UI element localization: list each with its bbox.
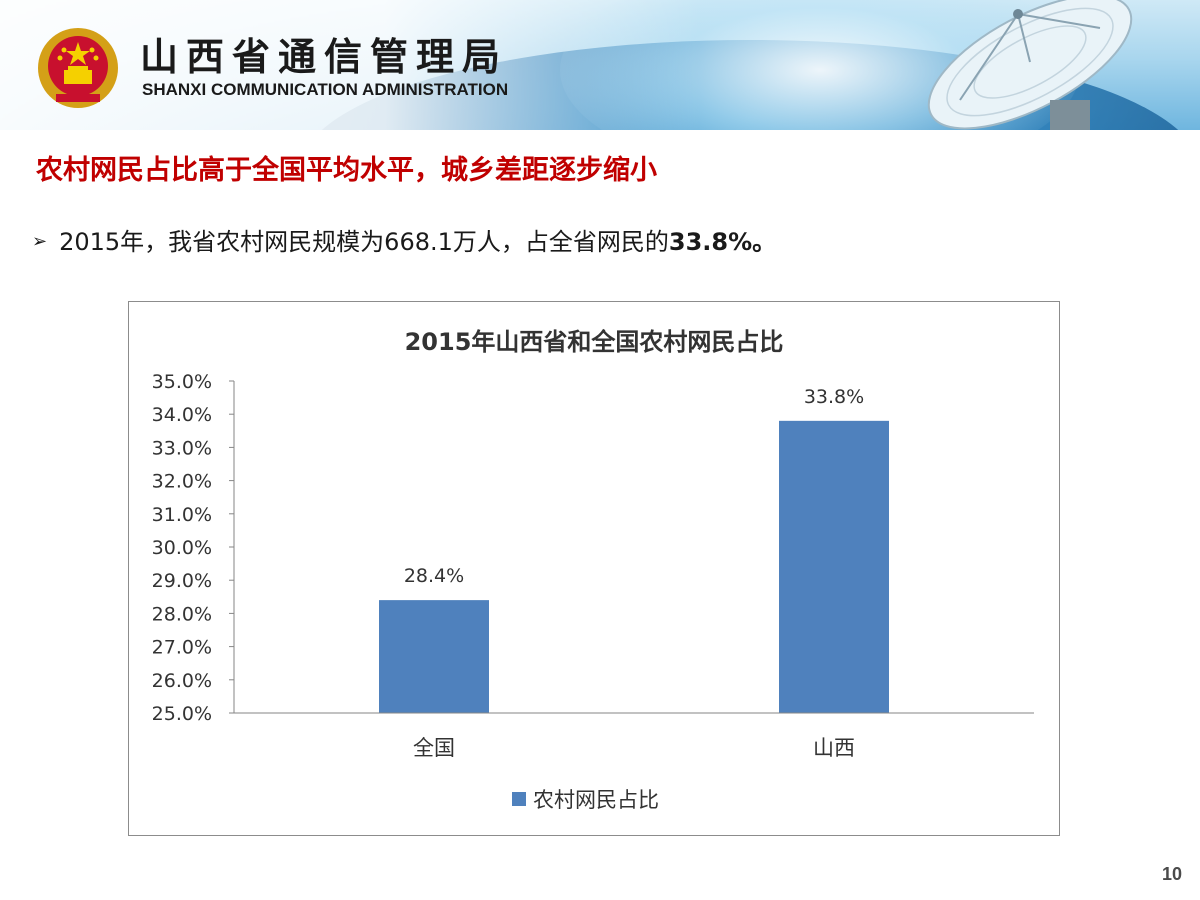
bars-group: 28.4% 33.8% — [379, 386, 889, 713]
bar-chart: 2015年山西省和全国农村网民占比 25.0% 26.0% 27.0% 28.0% 29… — [152, 328, 1034, 812]
bar-data-label: 28.4% — [404, 565, 464, 587]
legend: 农村网民占比 — [512, 788, 659, 812]
y-tick-label: 31.0% — [152, 504, 212, 526]
national-emblem-icon — [38, 28, 118, 108]
bar-1 — [779, 420, 889, 713]
page-number: 10 — [1161, 864, 1182, 884]
bullet-highlight: 33.8%。 — [668, 228, 777, 256]
y-tick-label: 27.0% — [152, 637, 212, 659]
y-tick-label: 29.0% — [152, 570, 212, 592]
y-tick-label: 33.0% — [152, 437, 212, 459]
y-tick-label: 34.0% — [152, 404, 212, 426]
x-tick-label: 全国 — [413, 736, 455, 760]
org-name-en: SHANXI COMMUNICATION ADMINISTRATION — [142, 80, 509, 99]
header-banner: 山西省通信管理局 SHANXI COMMUNICATION ADMINISTRA… — [0, 0, 1200, 130]
summary-bullet: ➢ 2015年，我省农村网民规模为668.1万人，占全省网民的33.8%。 — [32, 222, 776, 257]
chart-frame: 2015年山西省和全国农村网民占比 25.0% 26.0% 27.0% 28.0% 29… — [128, 301, 1060, 836]
y-tick-label: 30.0% — [152, 537, 212, 559]
bullet-arrow-icon: ➢ — [32, 231, 48, 252]
satellite-dish-icon — [927, 0, 1133, 130]
slide-title: 农村网民占比高于全国平均水平，城乡差距逐步缩小 — [36, 155, 657, 186]
org-name: 山西省通信管理局 — [140, 35, 509, 79]
bullet-text: 2015年，我省农村网民规模为668.1万人，占全省网民的 — [59, 228, 669, 256]
y-tick-label: 26.0% — [152, 670, 212, 692]
x-axis: 全国 山西 — [234, 712, 1034, 760]
y-tick-label: 35.0% — [152, 371, 212, 393]
y-tick-label: 32.0% — [152, 471, 212, 493]
y-tick-label: 25.0% — [152, 703, 212, 725]
y-tick-label: 28.0% — [152, 603, 212, 625]
y-axis: 25.0% 26.0% 27.0% 28.0% 29.0% 30.0% 31.0% 32.0%… — [152, 371, 235, 725]
legend-swatch — [512, 792, 526, 806]
chart-title: 2015年山西省和全国农村网民占比 — [405, 328, 784, 356]
legend-label: 农村网民占比 — [533, 788, 659, 812]
x-tick-label: 山西 — [813, 736, 855, 760]
bar-0 — [379, 600, 489, 713]
bar-data-label: 33.8% — [804, 386, 864, 408]
